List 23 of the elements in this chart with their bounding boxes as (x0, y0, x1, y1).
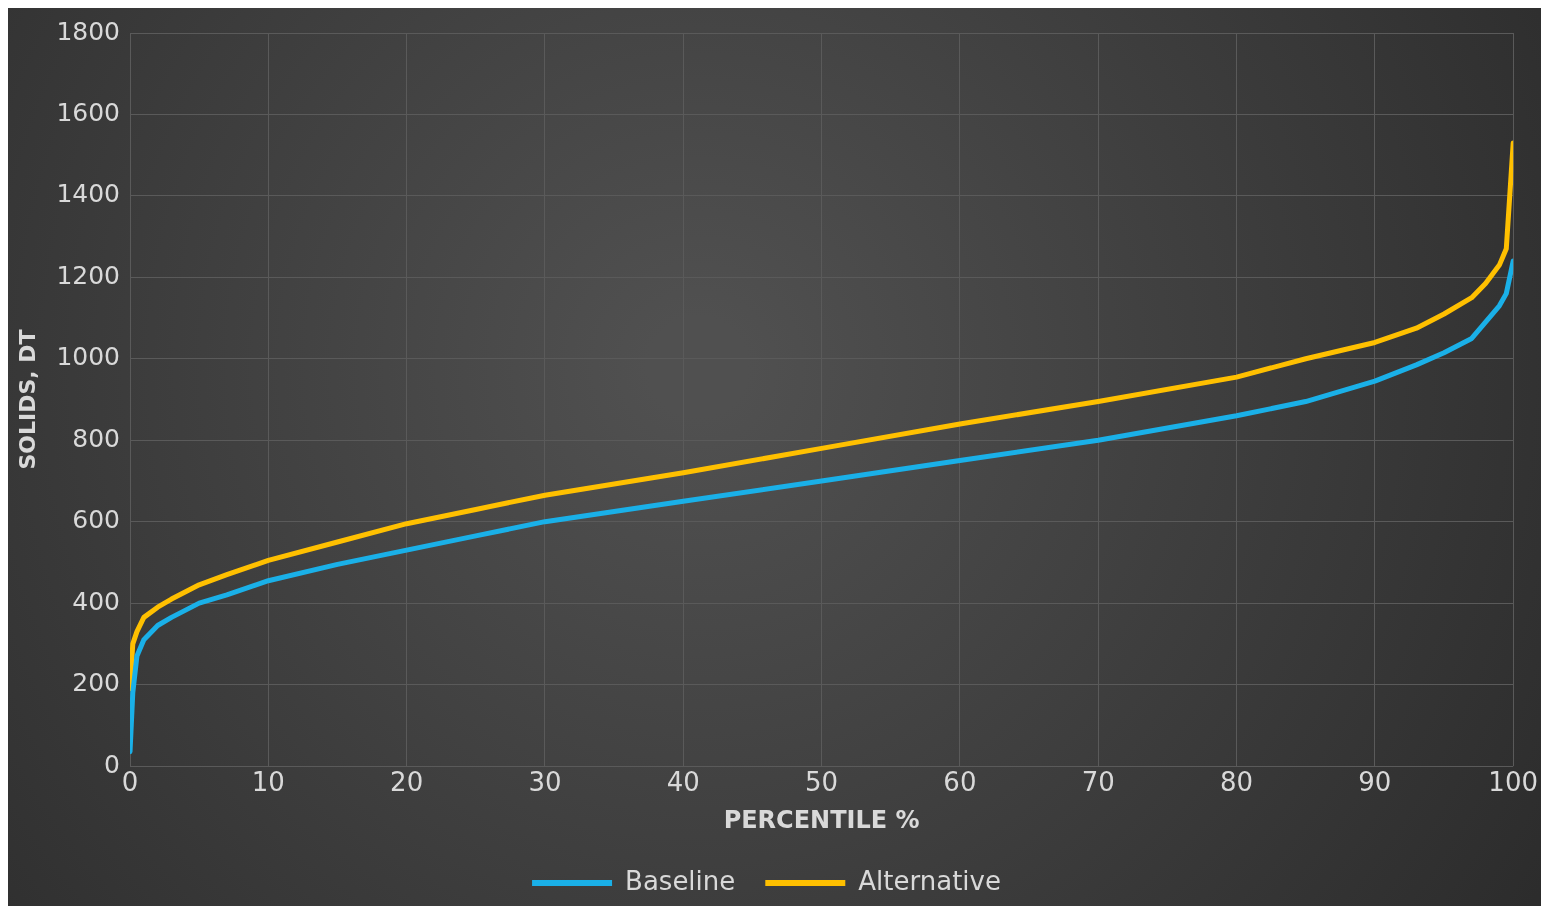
y-tick-label: 1800 (56, 16, 121, 46)
x-tick-label: 100 (1488, 767, 1539, 798)
x-tick-label: 80 (1220, 767, 1254, 798)
x-tick-label: 70 (1081, 767, 1115, 798)
y-tick-label: 600 (72, 505, 121, 535)
y-tick-label: 200 (72, 668, 121, 698)
x-tick-label: 90 (1358, 767, 1392, 798)
x-axis-title: PERCENTILE % (723, 805, 920, 834)
x-tick-label: 40 (666, 767, 700, 798)
y-tick-label: 800 (72, 423, 121, 453)
y-tick-label: 400 (72, 586, 121, 616)
y-axis-title: SOLIDS, DT (14, 329, 40, 470)
legend-label: Alternative (858, 865, 1001, 896)
x-tick-label: 50 (805, 767, 839, 798)
y-tick-label: 1600 (56, 97, 121, 127)
legend-label: Baseline (625, 865, 736, 896)
x-tick-label: 60 (943, 767, 977, 798)
x-tick-label: 30 (528, 767, 562, 798)
x-tick-label: 10 (251, 767, 285, 798)
y-tick-label: 1200 (56, 260, 121, 290)
x-tick-label: 20 (390, 767, 424, 798)
y-tick-label: 1000 (56, 342, 121, 372)
y-tick-label: 1400 (56, 179, 121, 209)
